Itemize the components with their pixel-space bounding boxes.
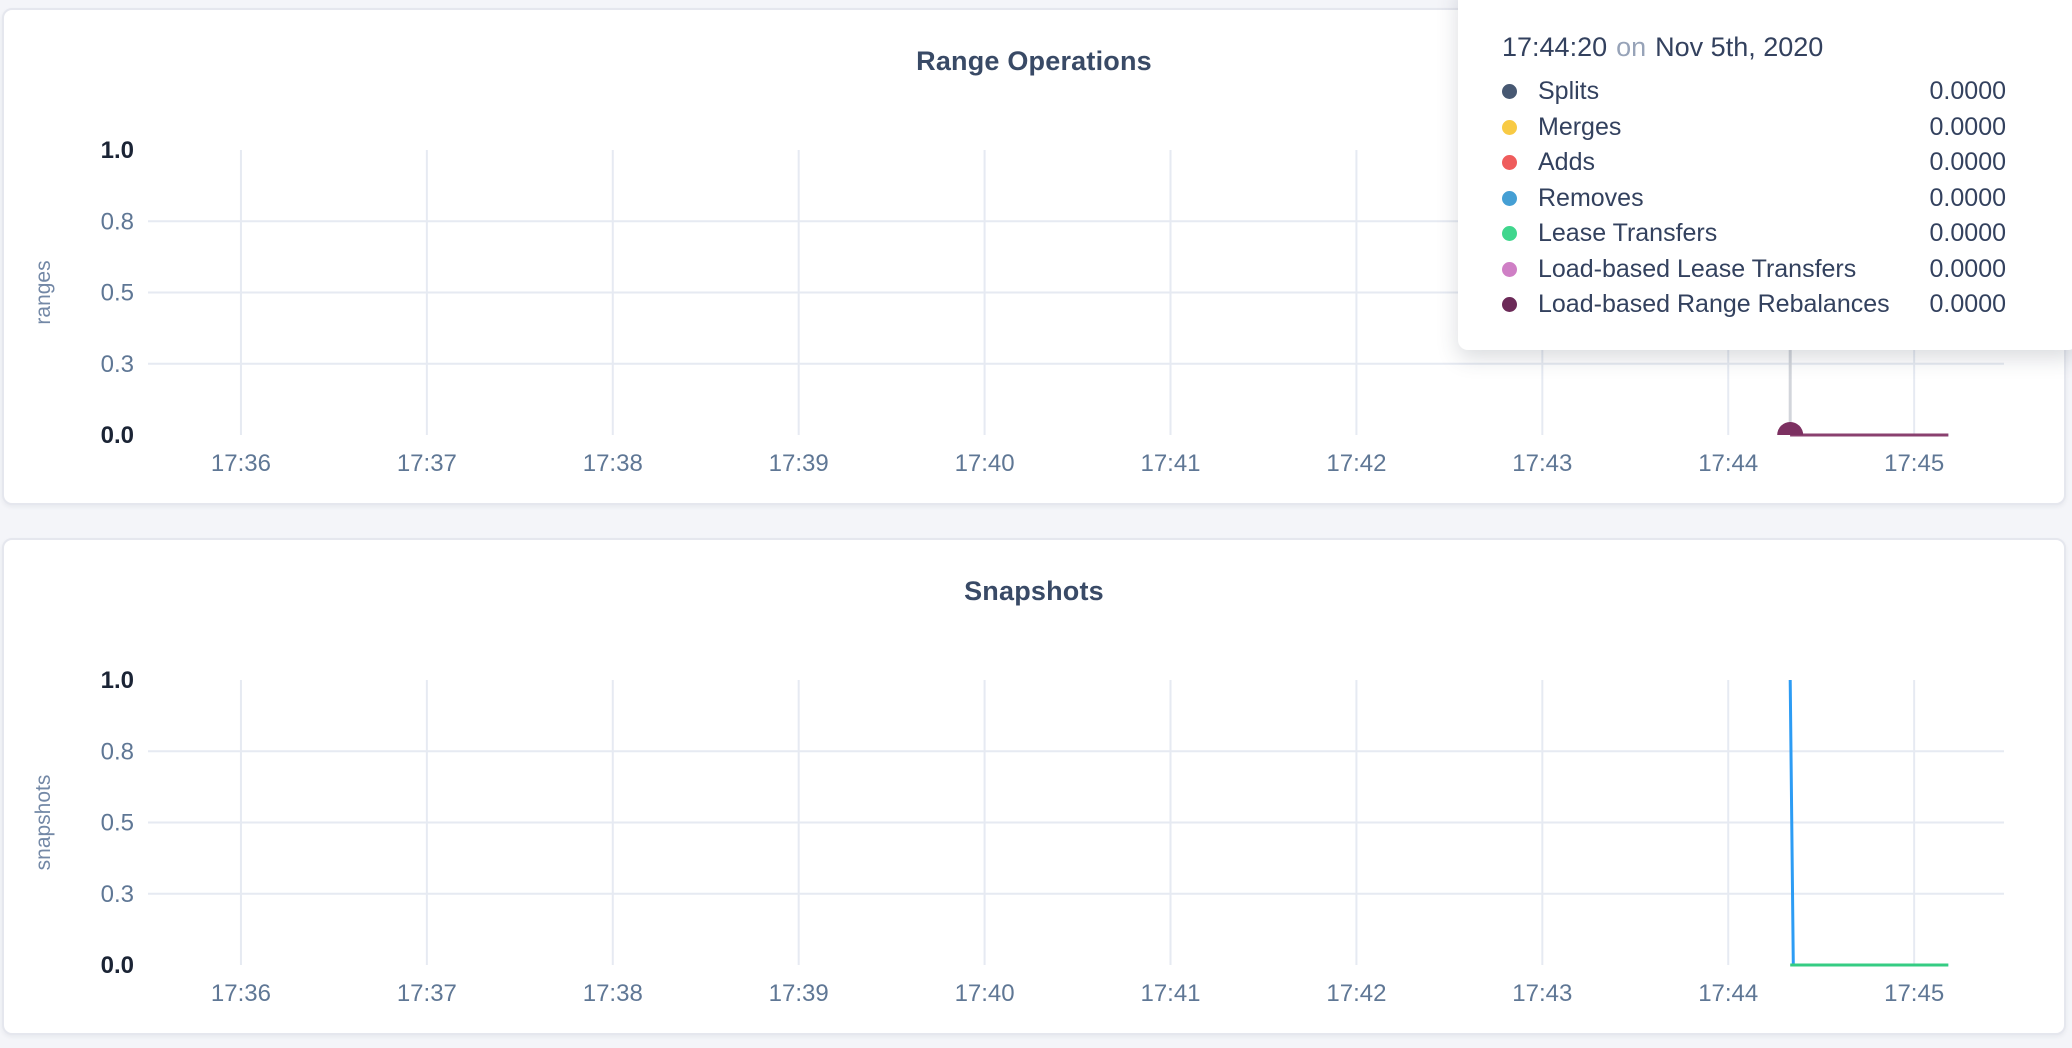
y-tick-label: 0.3: [101, 881, 134, 908]
x-tick-label: 17:39: [769, 980, 829, 1007]
x-tick-label: 17:38: [583, 450, 643, 477]
x-tick-label: 17:41: [1140, 450, 1200, 477]
legend-row: Lease Transfers 0.0000: [1502, 216, 2006, 252]
legend-series-value: 0.0000: [1929, 77, 2006, 106]
hover-point-dot: [1777, 422, 1804, 435]
range-operations-chart-title: Range Operations: [916, 46, 1152, 76]
x-tick-label: 17:40: [955, 980, 1015, 1007]
legend-series-value: 0.0000: [1929, 148, 2006, 177]
x-tick-label: 17:45: [1884, 450, 1944, 477]
legend-series-value: 0.0000: [1929, 219, 2006, 248]
y-tick-label: 0.3: [101, 351, 134, 378]
y-tick-label: 0.5: [101, 280, 134, 307]
y-tick-label: 1.0: [101, 137, 134, 164]
y-axis-unit-label: ranges: [32, 260, 55, 324]
legend-row: Splits 0.0000: [1502, 74, 2006, 110]
tooltip-date: Nov 5th, 2020: [1655, 32, 1824, 62]
legend-series-dot-icon: [1502, 190, 1517, 206]
chart-hover-tooltip: 17:44:20 on Nov 5th, 2020 Splits 0.0000 Merg…: [1458, 0, 2072, 350]
y-tick-label: 0.5: [101, 810, 134, 837]
legend-series-value: 0.0000: [1929, 254, 2006, 283]
x-tick-label: 17:37: [397, 980, 457, 1007]
legend-series-dot-icon: [1502, 119, 1517, 135]
tooltip-time: 17:44:20: [1502, 32, 1608, 62]
x-tick-label: 17:42: [1326, 980, 1386, 1007]
y-tick-label: 0.8: [101, 738, 134, 765]
x-tick-label: 17:38: [583, 980, 643, 1007]
y-tick-label: 0.0: [101, 952, 134, 979]
legend-row: Load-based Lease Transfers 0.0000: [1502, 252, 2006, 288]
x-tick-label: 17:36: [211, 450, 271, 477]
snapshots-card: Snapshots 17:36 17:37 17:38 17:39 17:40 17:41…: [2, 538, 2066, 1035]
legend-series-label: Lease Transfers: [1538, 219, 1718, 248]
legend-series-label: Merges: [1538, 112, 1622, 141]
x-tick-label: 17:44: [1698, 980, 1758, 1007]
tooltip-legend: Splits 0.0000 Merges 0.0000 Adds 0.0000 Remove…: [1502, 74, 2006, 323]
x-tick-label: 17:39: [769, 450, 829, 477]
legend-row: Load-based Range Rebalances 0.0000: [1502, 287, 2006, 323]
legend-series-value: 0.0000: [1929, 290, 2006, 319]
legend-series-value: 0.0000: [1929, 183, 2006, 212]
range-operations-chart-plot[interactable]: 17:36 17:37 17:38 17:39 17:40 17:41 17:42 17:43…: [4, 10, 2068, 507]
snapshots-chart-title: Snapshots: [964, 576, 1104, 606]
legend-series-label: Removes: [1538, 183, 1644, 212]
legend-row: Adds 0.0000: [1502, 145, 2006, 181]
legend-series-label: Load-based Lease Transfers: [1538, 254, 1857, 283]
x-tick-label: 17:37: [397, 450, 457, 477]
legend-series-value: 0.0000: [1929, 112, 2006, 141]
tooltip-connector: on: [1616, 32, 1647, 62]
y-tick-label: 0.8: [101, 208, 134, 235]
legend-series-label: Splits: [1538, 77, 1600, 106]
tooltip-timestamp: 17:44:20 on Nov 5th, 2020: [1502, 30, 2006, 64]
legend-series-dot-icon: [1502, 155, 1517, 171]
legend-series-label: Load-based Range Rebalances: [1538, 290, 1890, 319]
y-tick-label: 1.0: [101, 667, 134, 694]
legend-series-dot-icon: [1502, 297, 1517, 313]
legend-series-dot-icon: [1502, 261, 1517, 277]
x-tick-label: 17:36: [211, 980, 271, 1007]
snapshots-chart-plot[interactable]: 17:36 17:37 17:38 17:39 17:40 17:41 17:42 17:43…: [4, 540, 2068, 1037]
x-tick-label: 17:44: [1698, 450, 1758, 477]
legend-series-dot-icon: [1502, 84, 1517, 100]
y-axis-unit-label: snapshots: [32, 775, 55, 871]
legend-series-label: Adds: [1538, 148, 1595, 177]
x-tick-label: 17:45: [1884, 980, 1944, 1007]
x-tick-label: 17:43: [1512, 450, 1572, 477]
legend-row: Removes 0.0000: [1502, 181, 2006, 217]
x-tick-label: 17:43: [1512, 980, 1572, 1007]
y-tick-label: 0.0: [101, 422, 134, 449]
x-tick-label: 17:41: [1140, 980, 1200, 1007]
legend-row: Merges 0.0000: [1502, 110, 2006, 146]
x-tick-label: 17:42: [1326, 450, 1386, 477]
legend-series-dot-icon: [1502, 226, 1517, 242]
x-tick-label: 17:40: [955, 450, 1015, 477]
